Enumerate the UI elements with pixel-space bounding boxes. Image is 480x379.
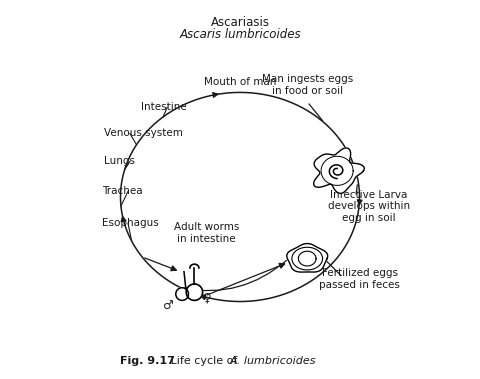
Text: Intestine: Intestine <box>141 102 187 112</box>
Text: Mouth of man: Mouth of man <box>204 77 276 87</box>
Text: Esophagus: Esophagus <box>102 218 158 228</box>
Text: Infective Larva
develops within
egg in soil: Infective Larva develops within egg in s… <box>328 190 410 223</box>
Text: ♀: ♀ <box>203 291 212 304</box>
Text: Man ingests eggs
in food or soil: Man ingests eggs in food or soil <box>262 74 353 96</box>
Text: ♂: ♂ <box>162 299 172 312</box>
Text: Adult worms
in intestine: Adult worms in intestine <box>174 222 239 244</box>
Text: Ascaris lumbricoides: Ascaris lumbricoides <box>179 28 301 41</box>
Text: Trachea: Trachea <box>102 186 143 196</box>
Text: Lungs: Lungs <box>104 157 135 166</box>
Text: A. lumbricoides: A. lumbricoides <box>229 356 316 366</box>
Text: Life cycle of: Life cycle of <box>167 356 241 366</box>
Polygon shape <box>313 148 364 193</box>
Text: Fertilized eggs
passed in feces: Fertilized eggs passed in feces <box>319 268 400 290</box>
Polygon shape <box>186 284 203 301</box>
Polygon shape <box>287 244 328 272</box>
Text: Fig. 9.17: Fig. 9.17 <box>120 356 175 366</box>
Text: Ascariasis: Ascariasis <box>211 16 269 29</box>
Polygon shape <box>176 288 189 301</box>
Text: Venous system: Venous system <box>104 128 182 138</box>
